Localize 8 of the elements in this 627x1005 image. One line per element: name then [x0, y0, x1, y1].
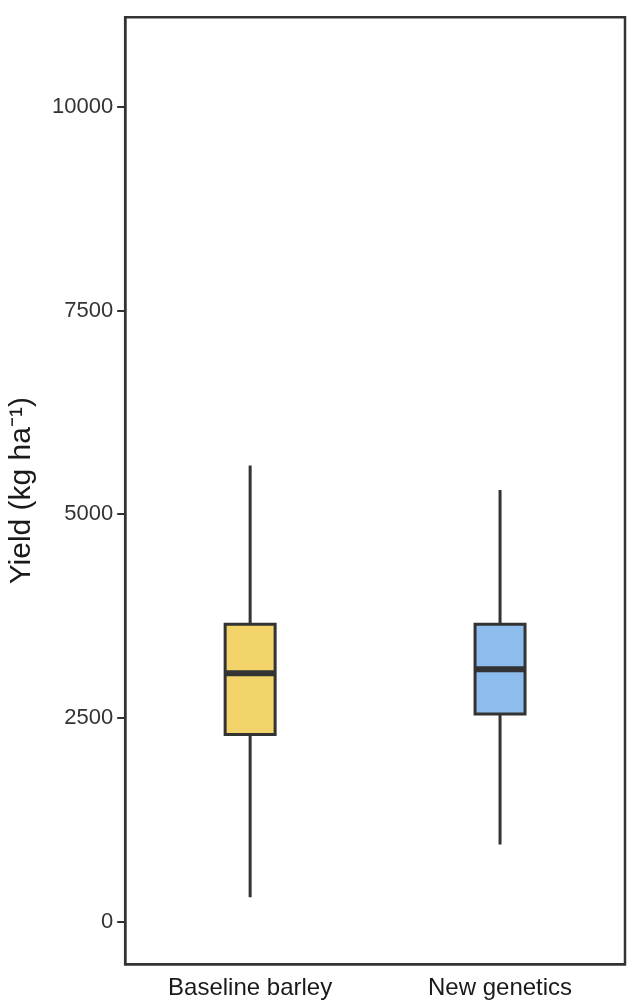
- y-axis-title: Yield (kg ha⁻¹): [3, 397, 37, 585]
- y-tick-label: 2500: [64, 704, 114, 730]
- y-tick-label: 7500: [64, 296, 114, 322]
- x-tick-label: Baseline barley: [168, 973, 333, 1001]
- x-tick-label: New genetics: [428, 973, 573, 1001]
- y-tick-label: 5000: [64, 500, 114, 526]
- y-tick-label: 0: [100, 907, 114, 933]
- y-tick-label: 10000: [51, 92, 114, 118]
